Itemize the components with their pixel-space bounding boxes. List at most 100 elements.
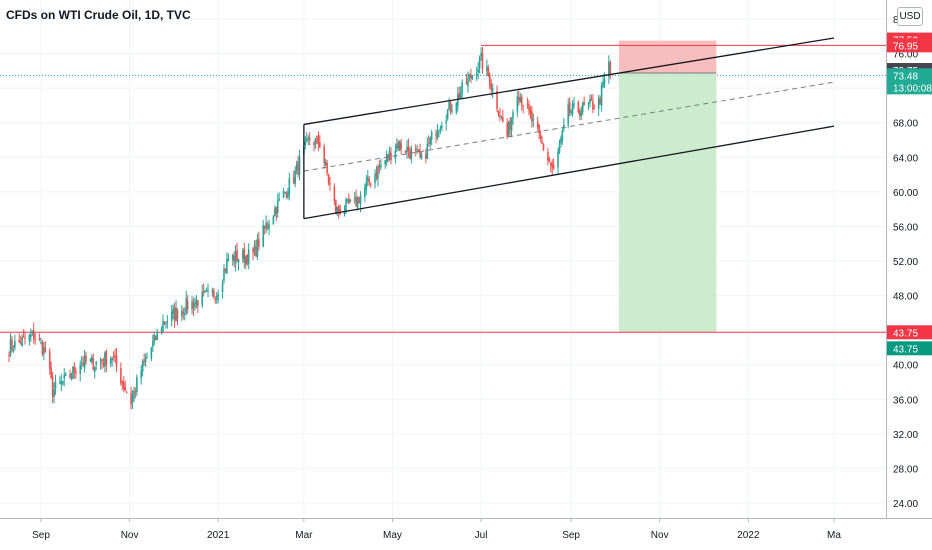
candle-body bbox=[32, 330, 35, 340]
candle-body bbox=[348, 198, 350, 205]
candle-body bbox=[552, 165, 555, 169]
candle-body bbox=[275, 206, 278, 215]
candle-body bbox=[192, 303, 195, 309]
candle-body bbox=[213, 290, 215, 297]
candle-body bbox=[266, 225, 269, 227]
candle-body bbox=[358, 198, 360, 204]
candle-body bbox=[104, 352, 106, 367]
candle-body bbox=[345, 199, 347, 211]
candle-body bbox=[390, 153, 392, 161]
candle-body bbox=[438, 129, 440, 131]
candle-body bbox=[377, 166, 379, 179]
candle-body bbox=[519, 96, 522, 103]
candle-body bbox=[48, 351, 51, 369]
candle-body bbox=[406, 147, 408, 152]
candle-body bbox=[465, 81, 468, 85]
candle-body bbox=[143, 360, 145, 362]
candle-body bbox=[425, 153, 427, 159]
x-tick-label: Mar bbox=[295, 530, 313, 541]
candle-body bbox=[121, 381, 124, 384]
x-tick-label: Ma bbox=[827, 530, 841, 541]
candle-body bbox=[101, 359, 103, 362]
candle-body bbox=[436, 130, 439, 139]
x-tick-label: 2021 bbox=[207, 530, 230, 541]
candle-body bbox=[263, 226, 266, 229]
candle-body bbox=[276, 200, 279, 213]
candle-body bbox=[467, 78, 469, 87]
candle-body bbox=[233, 255, 235, 262]
candle-body bbox=[284, 192, 286, 194]
candle-body bbox=[288, 178, 291, 195]
candle-body bbox=[470, 74, 472, 78]
candle-body bbox=[414, 148, 417, 152]
candle-body bbox=[92, 358, 95, 370]
candle-body bbox=[40, 342, 42, 344]
candle-body bbox=[162, 321, 164, 332]
candle-body bbox=[394, 150, 397, 159]
candle-body bbox=[563, 124, 565, 129]
candle-body bbox=[568, 102, 571, 113]
candle-body bbox=[294, 170, 296, 185]
candle-body bbox=[488, 74, 491, 87]
channel-upper-line bbox=[303, 37, 835, 126]
candle-body bbox=[197, 300, 199, 307]
candle-body bbox=[499, 115, 501, 117]
candle-body bbox=[268, 223, 270, 229]
y-tick-label: 60.00 bbox=[893, 188, 918, 199]
candle-body bbox=[165, 322, 167, 324]
currency-button[interactable]: USD bbox=[897, 7, 923, 26]
candle-body bbox=[570, 111, 572, 113]
candle-body bbox=[307, 138, 310, 140]
candle-body bbox=[500, 115, 503, 117]
candle-body bbox=[471, 75, 474, 80]
candle-body bbox=[384, 159, 387, 165]
candle-body bbox=[573, 103, 575, 105]
candle-body bbox=[430, 131, 433, 141]
candle-body bbox=[44, 348, 47, 353]
candle-body bbox=[385, 154, 388, 163]
candle-body bbox=[181, 310, 183, 317]
x-tick-label: Nov bbox=[651, 530, 669, 541]
candle-body bbox=[592, 101, 594, 110]
candle-body bbox=[571, 104, 574, 115]
candle-body bbox=[475, 74, 478, 76]
candle-body bbox=[102, 362, 105, 365]
candle-body bbox=[22, 336, 25, 338]
candle-body bbox=[83, 355, 86, 368]
price-label-last bbox=[887, 68, 932, 95]
candle-body bbox=[18, 340, 21, 343]
candle-body bbox=[163, 322, 166, 324]
candle-body bbox=[346, 198, 349, 202]
candle-body bbox=[374, 174, 376, 184]
candle-body bbox=[226, 258, 228, 274]
candle-body bbox=[326, 162, 328, 174]
candle-body bbox=[61, 381, 64, 384]
candle-body bbox=[195, 299, 198, 305]
candle-body bbox=[355, 197, 357, 207]
candle-body bbox=[410, 148, 413, 160]
candle-body bbox=[449, 101, 452, 112]
candle-body bbox=[308, 137, 311, 141]
candle-body bbox=[507, 122, 510, 135]
candle-body bbox=[111, 358, 113, 360]
candle-body bbox=[205, 290, 208, 292]
candle-body bbox=[14, 341, 16, 348]
candle-body bbox=[243, 248, 246, 263]
candle-body bbox=[388, 150, 391, 161]
candle-body bbox=[518, 97, 520, 100]
candle-body bbox=[64, 373, 67, 376]
candle-body bbox=[324, 161, 327, 166]
y-tick-label: 40.00 bbox=[893, 361, 918, 372]
candle-body bbox=[446, 109, 449, 119]
candle-body bbox=[204, 291, 206, 293]
price-label-text: 43.75 bbox=[893, 344, 918, 355]
candle-body bbox=[136, 377, 138, 393]
candle-body bbox=[59, 381, 61, 384]
candle-body bbox=[317, 135, 320, 145]
candle-body bbox=[512, 112, 514, 118]
price-label-resistance bbox=[887, 38, 932, 53]
candle-body bbox=[258, 239, 260, 247]
candle-body bbox=[172, 309, 174, 314]
candle-body bbox=[407, 145, 410, 153]
